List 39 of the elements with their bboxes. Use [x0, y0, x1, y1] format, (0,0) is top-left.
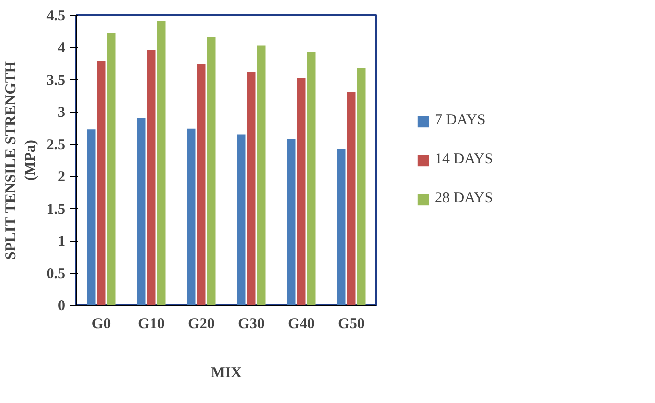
bar [207, 37, 216, 306]
bar [257, 46, 266, 306]
y-axis-title: SPLIT TENSILE STRENGTH (MPa) [4, 61, 39, 260]
bar [197, 64, 206, 306]
x-tick-label: G20 [188, 316, 215, 332]
x-tick-label: G10 [138, 316, 165, 332]
y-tick-label: 4.5 [46, 8, 66, 24]
bar [157, 21, 166, 306]
bar [237, 134, 246, 306]
bar [187, 128, 196, 306]
y-tick-label: 0.5 [46, 266, 66, 282]
bar [337, 150, 346, 306]
x-axis-title: MIX [211, 366, 242, 382]
y-tick-label: 4 [58, 40, 66, 57]
y-tick-label: 1 [58, 234, 66, 250]
y-tick-label: 3.5 [46, 72, 66, 89]
y-tick-label: 1.5 [46, 202, 66, 218]
x-tick-label: G30 [238, 316, 265, 332]
bar [307, 52, 316, 306]
x-tick-label: G50 [338, 316, 365, 332]
bar [287, 139, 296, 306]
bar [357, 68, 366, 306]
bar [247, 72, 256, 306]
legend-label: 14 DAYS [435, 152, 494, 168]
y-tick-label: 2.5 [46, 137, 66, 154]
x-tick-label: G0 [92, 316, 112, 332]
bar [347, 92, 356, 306]
bar [147, 50, 156, 306]
x-tick-label: G40 [288, 316, 315, 332]
y-tick-label: 0 [58, 298, 66, 314]
y-tick-label: 3 [58, 105, 66, 122]
bar [87, 130, 96, 306]
bar [97, 61, 106, 306]
bar [297, 78, 306, 306]
legend-label: 7 DAYS [435, 112, 486, 130]
bar [107, 34, 116, 306]
legend-label: 28 DAYS [435, 190, 494, 208]
y-tick-label: 2 [58, 170, 66, 186]
bar [137, 118, 146, 306]
